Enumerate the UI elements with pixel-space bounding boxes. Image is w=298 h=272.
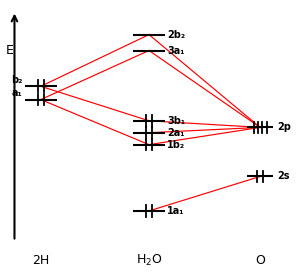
- Text: E: E: [6, 44, 14, 57]
- Text: O: O: [255, 254, 265, 267]
- Text: 2s: 2s: [277, 171, 289, 181]
- Text: 2H: 2H: [32, 254, 49, 267]
- Text: 1a₁: 1a₁: [167, 206, 185, 216]
- Text: 2a₁: 2a₁: [167, 128, 185, 138]
- Text: H$_2$O: H$_2$O: [136, 252, 162, 268]
- Text: b₂: b₂: [11, 75, 22, 85]
- Text: 2b₂: 2b₂: [167, 30, 186, 40]
- Text: a₁: a₁: [12, 88, 22, 98]
- Text: 2p: 2p: [277, 122, 291, 132]
- Text: 3b₁: 3b₁: [167, 116, 186, 126]
- Text: 3a₁: 3a₁: [167, 45, 185, 55]
- Text: 1b₂: 1b₂: [167, 140, 186, 150]
